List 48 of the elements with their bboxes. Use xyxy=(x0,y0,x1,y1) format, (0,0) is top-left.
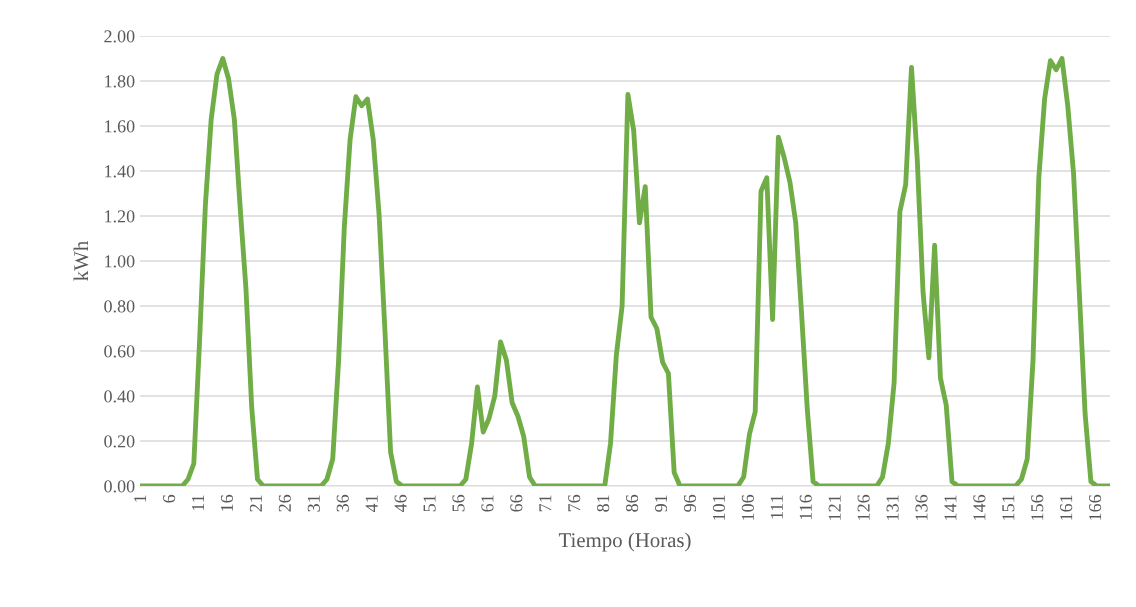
x-tick-label: 71 xyxy=(539,495,552,512)
x-tick-label: 61 xyxy=(481,495,494,512)
x-tick-label: 166 xyxy=(1089,494,1102,520)
x-tick-label: 156 xyxy=(1031,494,1044,520)
y-tick-label: 0.60 xyxy=(104,345,135,358)
x-tick-label: 16 xyxy=(220,494,234,511)
y-axis-title: kWh xyxy=(73,241,89,281)
x-tick-label: 21 xyxy=(249,495,262,512)
x-tick-label: 111 xyxy=(770,495,783,519)
x-tick-label: 101 xyxy=(712,495,726,520)
y-tick-label: 1.00 xyxy=(105,255,135,268)
y-tick-label: 1.40 xyxy=(105,165,135,178)
x-tick-label: 106 xyxy=(741,494,754,520)
x-axis-title: Tiempo (Horas) xyxy=(558,532,691,552)
x-tick-label: 1 xyxy=(134,495,147,502)
x-tick-label: 11 xyxy=(192,495,204,511)
y-tick-label: 0.40 xyxy=(104,390,135,403)
x-tick-label: 46 xyxy=(394,494,407,513)
x-tick-label: 26 xyxy=(278,494,291,512)
x-tick-label: 41 xyxy=(365,495,378,513)
x-tick-label: 31 xyxy=(307,495,320,512)
x-tick-label: 96 xyxy=(683,494,697,512)
y-tick-label: 1.20 xyxy=(105,210,135,223)
x-tick-label: 116 xyxy=(799,494,812,520)
y-tick-label: 2.00 xyxy=(104,30,135,43)
x-tick-label: 141 xyxy=(944,495,957,520)
x-tick-label: 56 xyxy=(452,494,465,512)
x-tick-label: 121 xyxy=(828,495,841,520)
x-tick-label: 76 xyxy=(568,494,581,512)
x-tick-label: 151 xyxy=(1002,495,1015,520)
x-tick-label: 81 xyxy=(597,495,610,512)
x-tick-label: 6 xyxy=(163,494,176,503)
x-tick-label: 161 xyxy=(1060,495,1073,520)
x-tick-label: 66 xyxy=(510,494,523,512)
x-tick-label: 136 xyxy=(915,494,928,520)
y-tick-label: 0.20 xyxy=(104,435,135,448)
x-tick-label: 86 xyxy=(626,494,639,512)
x-tick-label: 146 xyxy=(973,494,986,520)
x-tick-label: 36 xyxy=(336,494,349,512)
line-series xyxy=(140,56,1110,486)
y-tick-label: 0.80 xyxy=(104,300,135,313)
y-tick-label: 1.60 xyxy=(105,120,135,133)
x-tick-label: 131 xyxy=(886,495,899,520)
y-tick-label: 1.80 xyxy=(105,75,135,88)
y-tick-label: 0.00 xyxy=(104,480,135,493)
x-tick-label: 51 xyxy=(423,495,436,512)
x-tick-label: 91 xyxy=(655,495,668,512)
x-tick-label: 126 xyxy=(857,494,870,520)
